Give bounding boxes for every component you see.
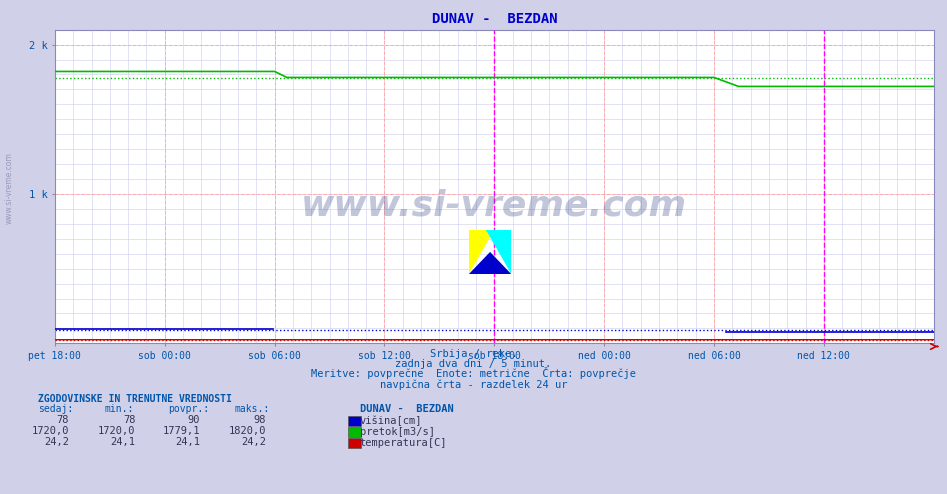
Text: 1720,0: 1720,0 (31, 426, 69, 436)
Text: DUNAV -  BEZDAN: DUNAV - BEZDAN (360, 405, 454, 414)
Polygon shape (469, 252, 511, 274)
Text: višina[cm]: višina[cm] (360, 416, 422, 427)
Text: zadnja dva dni / 5 minut.: zadnja dva dni / 5 minut. (396, 359, 551, 369)
Polygon shape (486, 230, 511, 274)
Text: 78: 78 (57, 415, 69, 425)
Text: 24,1: 24,1 (175, 437, 200, 447)
Text: Meritve: povprečne  Enote: metrične  Črta: povprečje: Meritve: povprečne Enote: metrične Črta:… (311, 368, 636, 379)
Text: www.si-vreme.com: www.si-vreme.com (301, 188, 688, 222)
Text: pretok[m3/s]: pretok[m3/s] (360, 427, 435, 437)
Text: 1779,1: 1779,1 (162, 426, 200, 436)
Text: min.:: min.: (104, 405, 134, 414)
Text: povpr.:: povpr.: (169, 405, 209, 414)
Text: 1720,0: 1720,0 (98, 426, 135, 436)
Text: 1820,0: 1820,0 (228, 426, 266, 436)
Text: www.si-vreme.com: www.si-vreme.com (5, 152, 14, 224)
Text: 24,2: 24,2 (45, 437, 69, 447)
Text: Srbija / reke.: Srbija / reke. (430, 349, 517, 359)
Text: navpična črta - razdelek 24 ur: navpična črta - razdelek 24 ur (380, 379, 567, 390)
Text: 24,2: 24,2 (241, 437, 266, 447)
Text: 78: 78 (123, 415, 135, 425)
Text: 98: 98 (254, 415, 266, 425)
Polygon shape (469, 230, 494, 274)
Text: temperatura[C]: temperatura[C] (360, 438, 447, 448)
Text: sedaj:: sedaj: (38, 405, 73, 414)
Title: DUNAV -  BEZDAN: DUNAV - BEZDAN (432, 12, 557, 26)
Text: 90: 90 (188, 415, 200, 425)
Text: maks.:: maks.: (235, 405, 270, 414)
Text: 24,1: 24,1 (111, 437, 135, 447)
Text: ZGODOVINSKE IN TRENUTNE VREDNOSTI: ZGODOVINSKE IN TRENUTNE VREDNOSTI (38, 394, 232, 404)
